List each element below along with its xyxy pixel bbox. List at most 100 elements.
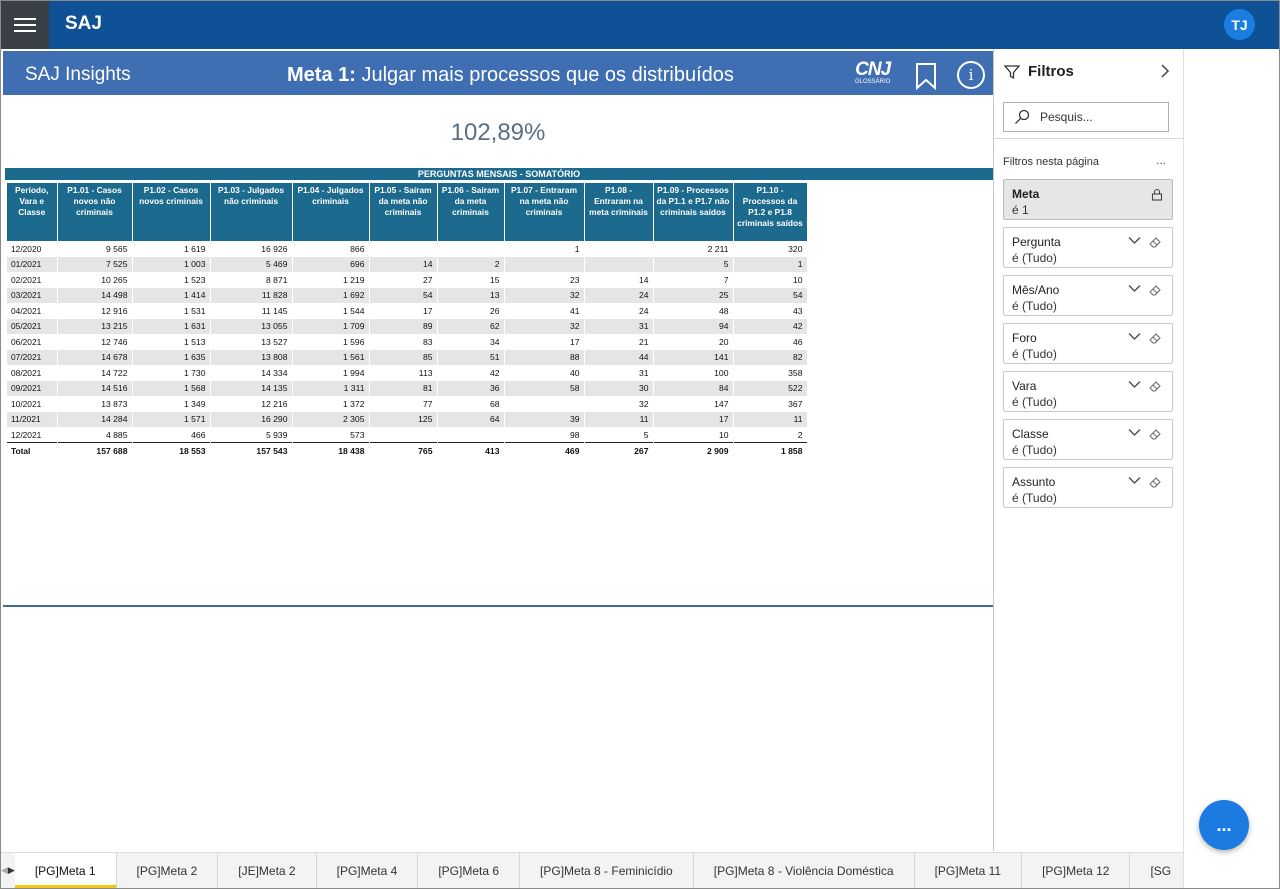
filter-value: é 1 [1012,203,1029,217]
column-header[interactable]: P1.01 - Casos novos não criminais [57,183,133,241]
table-cell: 14 722 [57,365,133,381]
tab-page[interactable]: [PG]Meta 8 - Violência Doméstica [693,853,915,888]
bookmark-icon[interactable] [915,62,937,90]
info-icon[interactable]: i [957,61,985,89]
table-cell: 30 [584,380,654,396]
table-cell: 25 [653,287,734,303]
table-cell [369,241,438,257]
table-row: 08/2021 14 722 1 730 14 334 1 994 113 42 40 31 10… [7,365,808,381]
table-cell: 14 284 [57,411,133,427]
chevron-down-icon[interactable] [1128,476,1141,485]
table-cell: 14 498 [57,287,133,303]
table-cell: 1 544 [292,303,370,319]
table-cell: 94 [653,318,734,334]
kpi-value: 102,89% [450,119,546,146]
table-cell: 26 [437,303,505,319]
eraser-icon[interactable] [1149,476,1162,488]
column-header[interactable]: P1.04 - Julgados criminais [292,183,370,241]
column-header[interactable]: P1.09 - Processos da P1.1 e P1.7 não cri… [653,183,734,241]
filter-card-classe[interactable]: Classe é (Tudo) [1003,419,1173,460]
table-cell: 1 571 [132,411,211,427]
tab-page[interactable]: [JE]Meta 2 [218,853,317,888]
menu-icon[interactable] [1,1,49,49]
table-cell: 34 [437,334,505,350]
table-row: 09/2021 14 516 1 568 14 135 1 311 81 36 58 30 84 5… [7,380,808,396]
filter-name: Mês/Ano [1012,283,1060,297]
filter-value: é (Tudo) [1012,347,1057,361]
column-header[interactable]: Período, Vara e Classe [7,183,58,241]
table-cell: 84 [653,380,734,396]
eraser-icon[interactable] [1149,380,1162,392]
column-header[interactable]: P1.10 - Processos da P1.2 e P1.8 crimina… [733,183,808,241]
cnj-logo: CNJ [855,59,891,80]
filters-search-input[interactable]: Pesquis... [1003,102,1169,132]
table-cell: 16 290 [210,411,293,427]
row-label: 08/2021 [7,365,58,381]
column-header[interactable]: P1.02 - Casos novos criminais [132,183,211,241]
table-cell: 5 [584,427,654,443]
table-cell: 5 469 [210,256,293,272]
report-brand: SAJ Insights [25,64,131,85]
tab-page[interactable]: [PG]Meta 1 [14,853,117,888]
filter-card-m-s-ano[interactable]: Mês/Ano é (Tudo) [1003,275,1173,316]
cnj-glossary-button[interactable]: CNJ GLOSSÁRIO [855,59,891,86]
tab-page[interactable]: [PG]Meta 4 [316,853,419,888]
total-cell: 157 543 [210,442,293,458]
tab-page[interactable]: [PG]Meta 2 [116,853,219,888]
filter-card-pergunta[interactable]: Pergunta é (Tudo) [1003,227,1173,268]
tab-list: [PG]Meta 1 [PG]Meta 2 [JE]Meta 2 [PG]Meta 4… [14,853,1183,888]
tab-page[interactable]: [PG]Meta 8 - Feminicídio [520,853,694,888]
chevron-down-icon[interactable] [1128,236,1141,245]
filter-card-meta[interactable]: Meta é 1 [1003,179,1173,220]
filter-icon [1004,64,1020,79]
table-row: 04/2021 12 916 1 531 11 145 1 544 17 26 41 24 48 4… [7,303,808,319]
row-label: 12/2021 [7,427,58,443]
table-cell: 98 [504,427,585,443]
table-cell: 7 [653,272,734,288]
table-cell: 1 561 [292,349,370,365]
column-header[interactable]: P1.07 - Entraram na meta não criminais [504,183,585,241]
eraser-icon[interactable] [1149,236,1162,248]
column-header[interactable]: P1.08 - Entraram na meta criminais [584,183,654,241]
table-cell: 1 523 [132,272,211,288]
table-header-row: Período, Vara e Classe P1.01 - Casos novo… [7,183,808,241]
table-cell: 1 631 [132,318,211,334]
tab-next-icon[interactable]: ▶ [7,865,15,875]
tab-page[interactable]: [PG]Meta 6 [418,853,521,888]
table-cell: 1 219 [292,272,370,288]
chevron-down-icon[interactable] [1128,380,1141,389]
avatar[interactable]: TJ [1224,9,1255,40]
filter-card-assunto[interactable]: Assunto é (Tudo) [1003,467,1173,508]
table-cell: 10 [653,427,734,443]
table-cell: 466 [132,427,211,443]
table-cell: 44 [584,349,654,365]
more-options-icon[interactable]: ... [1156,153,1167,167]
table-cell: 54 [733,287,808,303]
eraser-icon[interactable] [1149,284,1162,296]
tab-page[interactable]: [PG]Meta 11 [914,853,1023,888]
table-cell: 8 871 [210,272,293,288]
eraser-icon[interactable] [1149,332,1162,344]
table-cell: 16 926 [210,241,293,257]
filters-title: Filtros [1028,63,1074,80]
column-header[interactable]: P1.05 - Saíram da meta não criminais [369,183,438,241]
filter-card-vara[interactable]: Vara é (Tudo) [1003,371,1173,412]
chevron-down-icon[interactable] [1128,284,1141,293]
eraser-icon[interactable] [1149,428,1162,440]
column-header[interactable]: P1.06 - Saíram da meta criminais [437,183,505,241]
table-cell [437,241,505,257]
tab-prev-icon[interactable]: ◀ [1,865,8,875]
search-placeholder: Pesquis... [1040,110,1093,124]
chevron-down-icon[interactable] [1128,428,1141,437]
table-cell: 14 334 [210,365,293,381]
tab-page[interactable]: [SG [1130,853,1183,888]
tab-page[interactable]: [PG]Meta 12 [1022,853,1131,888]
chevron-down-icon[interactable] [1128,332,1141,341]
filter-card-foro[interactable]: Foro é (Tudo) [1003,323,1173,364]
chevron-right-icon[interactable] [1160,64,1170,78]
more-actions-button[interactable]: ... [1199,800,1249,850]
column-header[interactable]: P1.03 - Julgados não criminais [210,183,293,241]
row-label: 12/2020 [7,241,58,257]
table-cell: 89 [369,318,438,334]
matrix-table: Período, Vara e Classe P1.01 - Casos novo… [7,183,808,458]
